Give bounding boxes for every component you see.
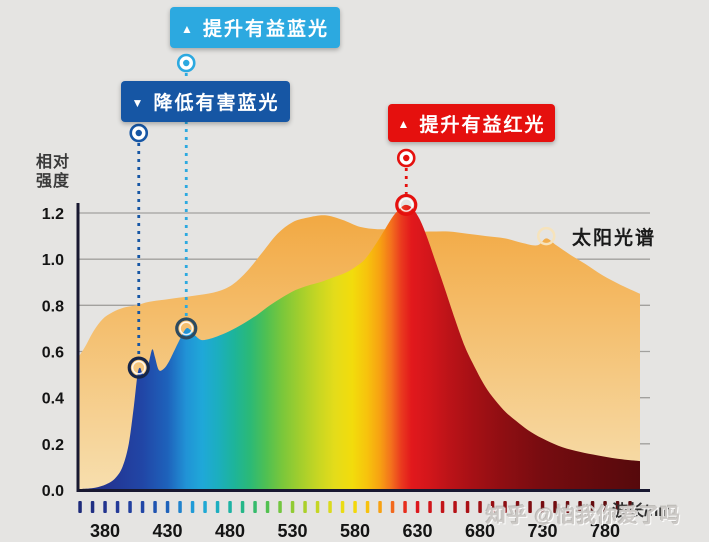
axes (76, 203, 650, 492)
light-source-spectrum-area (82, 204, 640, 491)
x-minor-tick (353, 501, 357, 513)
x-minor-tick (478, 501, 482, 513)
x-minor-tick (415, 501, 420, 513)
y-tick-label: 1.2 (42, 206, 64, 223)
x-tick-label: 730 (527, 521, 557, 541)
spectral-area-fills (77, 204, 640, 491)
y-tick-label: 1.0 (42, 252, 64, 269)
x-minor-tick (403, 501, 407, 513)
up-arrow-icon: ▲ (397, 117, 410, 131)
x-tick-label: 580 (340, 521, 370, 541)
y-tick-label: 0.4 (42, 391, 64, 408)
y-axis-title-line2: 强度 (36, 173, 71, 190)
x-minor-tick (90, 501, 95, 513)
x-minor-tick (365, 501, 370, 513)
y-axis-title: 相对 强度 (36, 153, 70, 191)
x-minor-tick (178, 501, 182, 513)
x-minor-tick (465, 501, 470, 513)
solar-spectrum-label: 太阳光谱 (572, 228, 657, 249)
y-axis-title-line1: 相对 (36, 154, 71, 171)
x-minor-tick (290, 501, 295, 513)
solar-point-ring (537, 226, 556, 246)
watermark: 知乎 @怕我你爱了吗 (486, 505, 682, 527)
x-minor-tick (253, 501, 257, 513)
x-minor-tick (115, 501, 120, 513)
boost-red-curve-ring (395, 193, 418, 217)
axis-tick-labels: 380 430 480 530 580 630 680 730 780 1.2 1.0 0.8 0.6 0… (42, 206, 620, 541)
x-tick-label: 780 (590, 521, 620, 541)
y-tick-label: 0.6 (42, 345, 64, 362)
x-minor-tick (515, 501, 520, 513)
x-minor-tick (140, 501, 145, 513)
boost-red-pointer-dot (403, 154, 410, 162)
x-minor-tick (528, 501, 532, 513)
x-minor-tick (490, 501, 495, 513)
x-minor-tick (428, 501, 432, 513)
x-minor-tick (203, 501, 207, 513)
x-tick-label: 630 (402, 521, 432, 541)
x-minor-tick (615, 501, 620, 513)
x-minor-tick (128, 501, 132, 513)
x-tick-label: 530 (277, 521, 307, 541)
x-minor-tick (378, 501, 382, 513)
x-minor-tick (78, 501, 82, 513)
reduce-blue-curve-ring (127, 356, 150, 379)
callout-boost-beneficial-red: ▲ 提升有益红光 (388, 104, 555, 142)
x-minor-tick (328, 501, 332, 513)
callout-reduce-blue-label: 降低有害蓝光 (153, 93, 280, 114)
up-arrow-icon: ▲ (181, 21, 193, 36)
boost-blue-curve-ring (175, 317, 198, 340)
callout-reduce-harmful-blue: ▼ 降低有害蓝光 (121, 81, 290, 122)
x-minor-tick (628, 501, 632, 513)
y-tick-label: 0.0 (42, 483, 64, 500)
down-arrow-icon: ▼ (131, 95, 144, 110)
x-minor-tick (340, 501, 345, 513)
boost-blue-pointer-dot (183, 59, 190, 67)
x-minor-tick (565, 501, 570, 513)
x-tick-label: 430 (152, 521, 182, 541)
x-minor-tick (453, 501, 457, 513)
x-tick-label: 680 (465, 521, 495, 541)
x-tick-marks (78, 501, 632, 513)
boost-red-curve-ring-inner (399, 197, 414, 212)
x-minor-tick (540, 501, 545, 513)
y-tick-label: 0.8 (42, 298, 64, 315)
x-minor-tick (553, 501, 557, 513)
x-minor-tick (315, 501, 320, 513)
x-minor-tick (603, 501, 607, 513)
x-minor-tick (503, 501, 507, 513)
x-minor-tick (440, 501, 445, 513)
x-tick-label: 480 (215, 521, 245, 541)
x-minor-tick (228, 501, 232, 513)
x-minor-tick (390, 501, 395, 513)
callout-boost-red-label: 提升有益红光 (419, 114, 546, 136)
x-minor-tick (103, 501, 107, 513)
x-minor-tick (278, 501, 282, 513)
x-minor-tick (590, 501, 595, 513)
x-minor-tick (578, 501, 582, 513)
reduce-blue-curve-ring-inner (131, 360, 146, 375)
callout-boost-beneficial-blue: ▲ 提升有益蓝光 (170, 7, 340, 48)
x-minor-tick (215, 501, 220, 513)
boost-blue-curve-ring-inner (179, 321, 194, 336)
x-minor-tick (240, 501, 245, 513)
x-axis-unit-label: 波长/nm (612, 503, 673, 520)
y-tick-label: 0.2 (42, 437, 64, 454)
x-minor-tick (190, 501, 195, 513)
x-minor-tick (265, 501, 270, 513)
x-minor-tick (303, 501, 307, 513)
x-minor-tick (165, 501, 170, 513)
callout-boost-blue-label: 提升有益蓝光 (202, 19, 329, 40)
reduce-blue-pointer-dot (135, 129, 142, 137)
x-minor-tick (153, 501, 157, 513)
x-tick-label: 380 (90, 521, 120, 541)
